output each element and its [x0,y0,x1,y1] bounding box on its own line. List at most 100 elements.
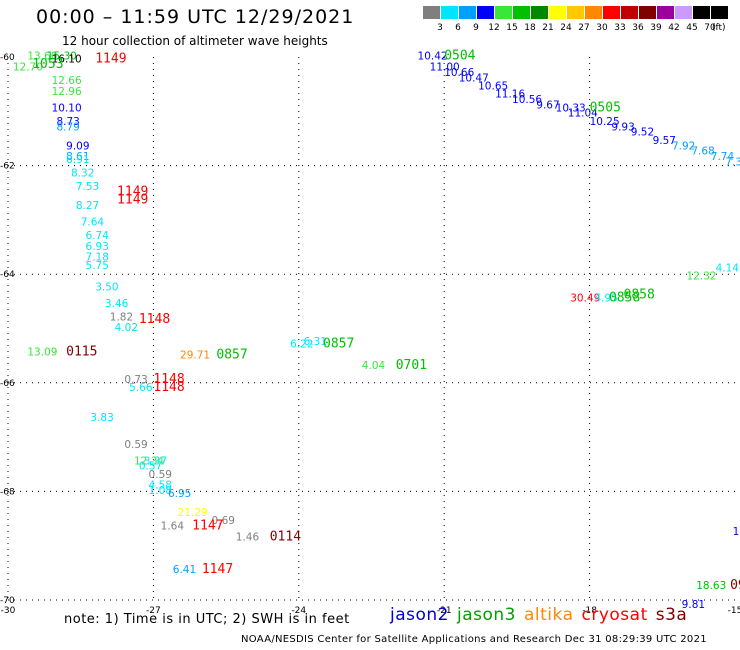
wave-height-value: 10.56 [512,94,542,106]
pass-time-label: 1053 [32,57,63,72]
pass-time-label: 1149 [117,184,148,199]
wave-height-value: 7.64 [81,216,105,228]
wave-height-value: 0.59 [149,469,172,481]
wave-height-value: 8.61 [66,151,89,163]
scale-label: 36 [632,23,644,33]
scale-swatch [657,6,674,19]
satellite-s3a: s3a [655,605,688,625]
wave-height-value: 9.52 [631,127,654,139]
wave-height-value: 9.81 [682,599,705,611]
scale-label: 42 [668,23,680,33]
axis-labels: -60 -62 -64 -66 -68 -70-30 -27 -24 -21 -18 -15 [0,53,740,616]
wave-height-value: 21.29 [178,507,208,519]
wave-height-value: 7.39 [725,157,740,169]
pass-time-label: 0857 [216,347,247,362]
wave-height-value: 9.93 [611,121,634,133]
wave-height-value: 7.53 [76,181,99,193]
scale-swatch [477,6,494,19]
wave-height-value: 8.91 [66,154,89,166]
latitude-label: -60 [0,53,15,63]
wave-height-value: 7.68 [691,146,714,158]
scale-label: 3 [437,23,443,33]
scale-swatch [603,6,620,19]
wave-height-value: 10.42 [418,51,448,63]
wave-height-value: 11.00 [430,62,460,74]
wave-height-value: 10.65 [478,81,508,93]
wave-height-value: 9.09 [66,140,89,152]
wave-height-value: 12.34 [134,455,164,467]
longitude-label: -15 [728,606,740,616]
wave-height-value: 10.25 [590,116,620,128]
map-subtitle: 12 hour collection of altimeter wave hei… [62,34,328,48]
wave-height-value: 4.58 [149,480,172,492]
scale-swatch [531,6,548,19]
wave-height-value: 6.22 [290,339,313,351]
wave-height-value: 7.18 [86,252,109,264]
wave-height-value: 8.27 [76,200,99,212]
wave-height-value: 1.64 [161,520,185,532]
scale-label: 9 [473,23,479,33]
scale-swatch [585,6,602,19]
scale-label: 15 [506,23,518,33]
pass-time-label: 0701 [396,358,427,373]
pass-time-label: 0505 [590,100,621,115]
wave-height-value: 9.67 [536,100,559,112]
latitude-label: -68 [0,487,15,497]
wave-height-value: 13.09 [27,347,57,359]
latitude-label: -64 [0,270,15,280]
wave-height-value: 0.69 [212,515,235,527]
wave-height-value: 30.49 [570,292,600,304]
wave-height-value: 1.46 [236,531,260,543]
scale-swatch [423,6,440,19]
pass-time-label: 09 [730,578,740,593]
wave-height-value: 5.66 [129,382,153,394]
wave-height-value: 8.79 [56,121,79,133]
pass-time-labels: 1149105311491149114801151148114808570857… [32,49,740,593]
credit-line: NOAA/NESDIS Center for Satellite Applica… [241,634,707,645]
wave-height-value: 6.74 [86,230,110,242]
scale-label: 21 [542,23,554,33]
map-grid [7,57,735,601]
wave-height-value: 13.60 [27,51,57,63]
scale-label: 70 [704,23,716,33]
wave-height-value: 10.66 [444,67,474,79]
scale-label: 18 [524,23,536,33]
scale-label: 24 [560,23,572,33]
satellite-jason3: jason3 [457,605,516,625]
scale-swatch [441,6,458,19]
pass-time-label: 0857 [323,337,354,352]
wave-height-value: 0.57 [139,461,162,473]
pass-time-label: 0858 [609,290,640,305]
wave-height-value: 7.92 [672,140,695,152]
wave-height-value: 10.10 [52,102,82,114]
longitude-label: -24 [291,606,306,616]
pass-time-label: 0115 [66,345,97,360]
latitude-label: -66 [0,379,15,389]
satellite-altika: altika [524,605,574,625]
wave-height-observations: 13.6012.7015.3016.1012.6612.9610.108.738… [13,51,740,611]
scale-swatch [621,6,638,19]
scale-label: 30 [596,23,608,33]
scale-label: 12 [488,23,500,33]
wave-height-value: 11.16 [495,89,525,101]
scale-unit: (ft) [712,23,726,33]
pass-time-label: 1147 [192,518,223,533]
wave-height-value: 4.95 [594,292,617,304]
pass-time-label: 1149 [117,193,148,208]
wave-height-value: 16.10 [52,53,82,65]
map-title: 00:00 – 11:59 UTC 12/29/2021 [36,6,355,28]
pass-time-label: 0858 [624,288,655,303]
wave-height-value: 0.73 [124,374,147,386]
wave-height-value: 6.95 [168,488,191,500]
wave-height-value: 12.66 [52,75,82,87]
scale-swatch [639,6,656,19]
wave-height-value: 9.57 [653,135,676,147]
pass-time-label: 0504 [444,49,475,64]
scale-label: 6 [455,23,461,33]
scale-label: 33 [614,23,626,33]
wave-height-value: 3.46 [105,298,129,310]
scale-swatch [495,6,512,19]
longitude-label: -27 [146,606,161,616]
wave-height-value: 1.08 [149,485,172,497]
